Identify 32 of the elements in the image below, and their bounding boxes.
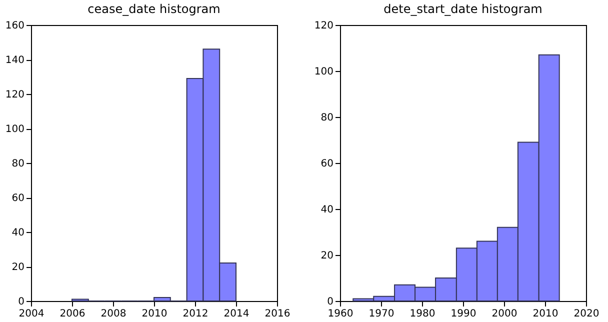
x-tick-label: 2008 xyxy=(100,308,126,320)
y-tick-label: 40 xyxy=(320,204,334,216)
x-tick-label: 2020 xyxy=(574,308,600,320)
y-tick-label: 100 xyxy=(5,124,24,135)
y-tick-label: 20 xyxy=(12,262,24,273)
x-tick-label: 1980 xyxy=(410,308,436,320)
y-tick-label: 80 xyxy=(12,158,24,170)
x-tick-label: 2004 xyxy=(18,308,44,320)
x-tick-label: 2010 xyxy=(532,308,558,320)
x-tick-label: 1960 xyxy=(328,308,354,320)
x-tick-label: 2000 xyxy=(492,308,518,320)
y-tick-label: 0 xyxy=(18,296,24,308)
x-tick-label: 1970 xyxy=(368,308,394,320)
x-tick-label: 2006 xyxy=(60,308,86,320)
x-tick-label: 2014 xyxy=(224,308,250,320)
x-tick-label: 2012 xyxy=(182,308,208,320)
y-tick-label: 120 xyxy=(5,90,24,100)
y-tick-label: 140 xyxy=(5,55,24,66)
chart-title: cease_date histogram xyxy=(88,2,220,16)
y-tick-label: 40 xyxy=(12,228,24,238)
x-tick-label: 2016 xyxy=(264,308,290,320)
y-tick-label: 120 xyxy=(314,20,334,32)
y-tick-label: 100 xyxy=(314,66,334,78)
y-tick-label: 60 xyxy=(12,193,24,204)
chart-title: dete_start_date histogram xyxy=(384,2,542,16)
x-tick-label: 2010 xyxy=(142,308,168,320)
y-tick-label: 160 xyxy=(5,20,24,32)
y-tick-label: 80 xyxy=(320,112,334,124)
y-tick-label: 60 xyxy=(320,158,334,170)
x-tick-label: 1990 xyxy=(450,308,476,320)
y-tick-label: 20 xyxy=(320,250,334,262)
y-tick-label: 0 xyxy=(327,296,334,308)
